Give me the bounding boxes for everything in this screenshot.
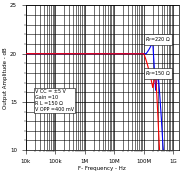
X-axis label: F- Frequency - Hz: F- Frequency - Hz	[78, 165, 126, 171]
Text: V CC = ±5 V
Gain =10
R L =150 Ω
V OPP =400 mV: V CC = ±5 V Gain =10 R L =150 Ω V OPP =4…	[35, 89, 74, 112]
Y-axis label: Output Amplitude - dB: Output Amplitude - dB	[3, 47, 9, 109]
Text: $R_F$=150 $\Omega$: $R_F$=150 $\Omega$	[145, 69, 171, 78]
Text: $R_F$=220 $\Omega$: $R_F$=220 $\Omega$	[145, 35, 171, 44]
